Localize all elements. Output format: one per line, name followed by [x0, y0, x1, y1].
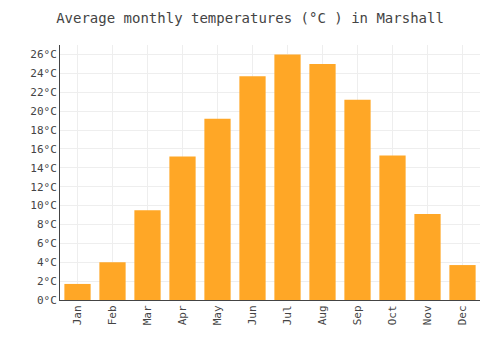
- svg-text:18°C: 18°C: [30, 124, 57, 137]
- svg-text:Aug: Aug: [316, 305, 329, 325]
- svg-text:2°C: 2°C: [37, 275, 57, 288]
- svg-text:22°C: 22°C: [30, 86, 57, 99]
- svg-text:14°C: 14°C: [30, 162, 57, 175]
- svg-text:Jun: Jun: [246, 305, 259, 325]
- svg-text:26°C: 26°C: [30, 48, 57, 61]
- svg-text:Apr: Apr: [176, 305, 189, 325]
- svg-text:16°C: 16°C: [30, 143, 57, 156]
- svg-text:4°C: 4°C: [37, 256, 57, 269]
- svg-text:Average monthly temperatures (: Average monthly temperatures (°C ) in Ma…: [56, 10, 444, 26]
- svg-text:6°C: 6°C: [37, 237, 57, 250]
- svg-text:12°C: 12°C: [30, 181, 57, 194]
- svg-text:Feb: Feb: [106, 305, 119, 325]
- svg-text:Oct: Oct: [386, 305, 399, 325]
- svg-text:Jul: Jul: [281, 305, 294, 325]
- svg-text:0°C: 0°C: [37, 294, 57, 307]
- svg-text:Mar: Mar: [141, 305, 154, 325]
- svg-text:8°C: 8°C: [37, 218, 57, 231]
- svg-text:Dec: Dec: [456, 305, 469, 325]
- svg-text:20°C: 20°C: [30, 105, 57, 118]
- svg-text:Jan: Jan: [71, 305, 84, 325]
- svg-text:Sep: Sep: [351, 305, 364, 325]
- svg-text:10°C: 10°C: [30, 199, 57, 212]
- svg-text:Nov: Nov: [421, 305, 434, 325]
- svg-text:24°C: 24°C: [30, 67, 57, 80]
- svg-text:May: May: [211, 305, 224, 325]
